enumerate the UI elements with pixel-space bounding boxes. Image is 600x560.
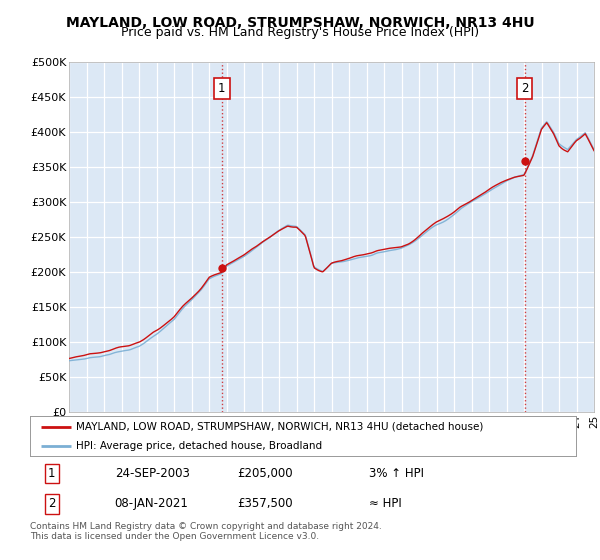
Text: ≈ HPI: ≈ HPI: [368, 497, 401, 510]
Text: HPI: Average price, detached house, Broadland: HPI: Average price, detached house, Broa…: [76, 441, 323, 450]
Text: MAYLAND, LOW ROAD, STRUMPSHAW, NORWICH, NR13 4HU (detached house): MAYLAND, LOW ROAD, STRUMPSHAW, NORWICH, …: [76, 422, 484, 432]
Text: £205,000: £205,000: [238, 467, 293, 480]
Text: 1: 1: [48, 467, 56, 480]
Text: 24-SEP-2003: 24-SEP-2003: [115, 467, 190, 480]
Text: Contains HM Land Registry data © Crown copyright and database right 2024.
This d: Contains HM Land Registry data © Crown c…: [30, 522, 382, 542]
Text: Price paid vs. HM Land Registry's House Price Index (HPI): Price paid vs. HM Land Registry's House …: [121, 26, 479, 39]
Text: 2: 2: [48, 497, 56, 510]
Text: 3% ↑ HPI: 3% ↑ HPI: [368, 467, 424, 480]
Text: 1: 1: [218, 82, 226, 95]
Text: £357,500: £357,500: [238, 497, 293, 510]
Text: 08-JAN-2021: 08-JAN-2021: [115, 497, 188, 510]
Text: MAYLAND, LOW ROAD, STRUMPSHAW, NORWICH, NR13 4HU: MAYLAND, LOW ROAD, STRUMPSHAW, NORWICH, …: [65, 16, 535, 30]
Text: 2: 2: [521, 82, 528, 95]
